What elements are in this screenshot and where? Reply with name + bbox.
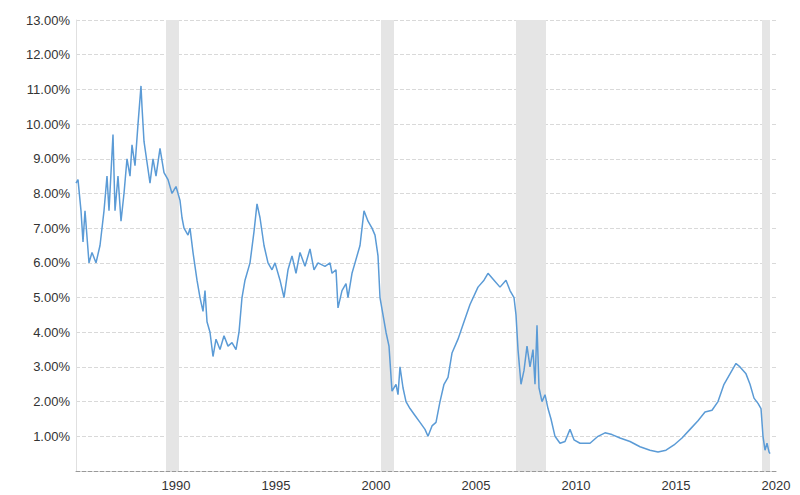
- svg-text:10.00%: 10.00%: [26, 117, 71, 132]
- svg-text:13.00%: 13.00%: [26, 13, 71, 28]
- svg-text:1990: 1990: [162, 478, 191, 493]
- svg-text:9.00%: 9.00%: [33, 151, 70, 166]
- svg-text:1.00%: 1.00%: [33, 429, 70, 444]
- svg-text:2000: 2000: [362, 478, 391, 493]
- svg-text:2020: 2020: [762, 478, 791, 493]
- svg-text:7.00%: 7.00%: [33, 221, 70, 236]
- svg-text:4.00%: 4.00%: [33, 325, 70, 340]
- svg-text:6.00%: 6.00%: [33, 255, 70, 270]
- svg-text:1995: 1995: [262, 478, 291, 493]
- svg-text:11.00%: 11.00%: [27, 82, 71, 97]
- svg-text:8.00%: 8.00%: [33, 186, 70, 201]
- svg-text:5.00%: 5.00%: [33, 290, 70, 305]
- svg-text:2015: 2015: [662, 478, 691, 493]
- svg-text:2010: 2010: [562, 478, 591, 493]
- svg-text:3.00%: 3.00%: [33, 359, 70, 374]
- svg-text:2005: 2005: [462, 478, 491, 493]
- svg-text:12.00%: 12.00%: [26, 47, 71, 62]
- svg-text:2.00%: 2.00%: [33, 394, 70, 409]
